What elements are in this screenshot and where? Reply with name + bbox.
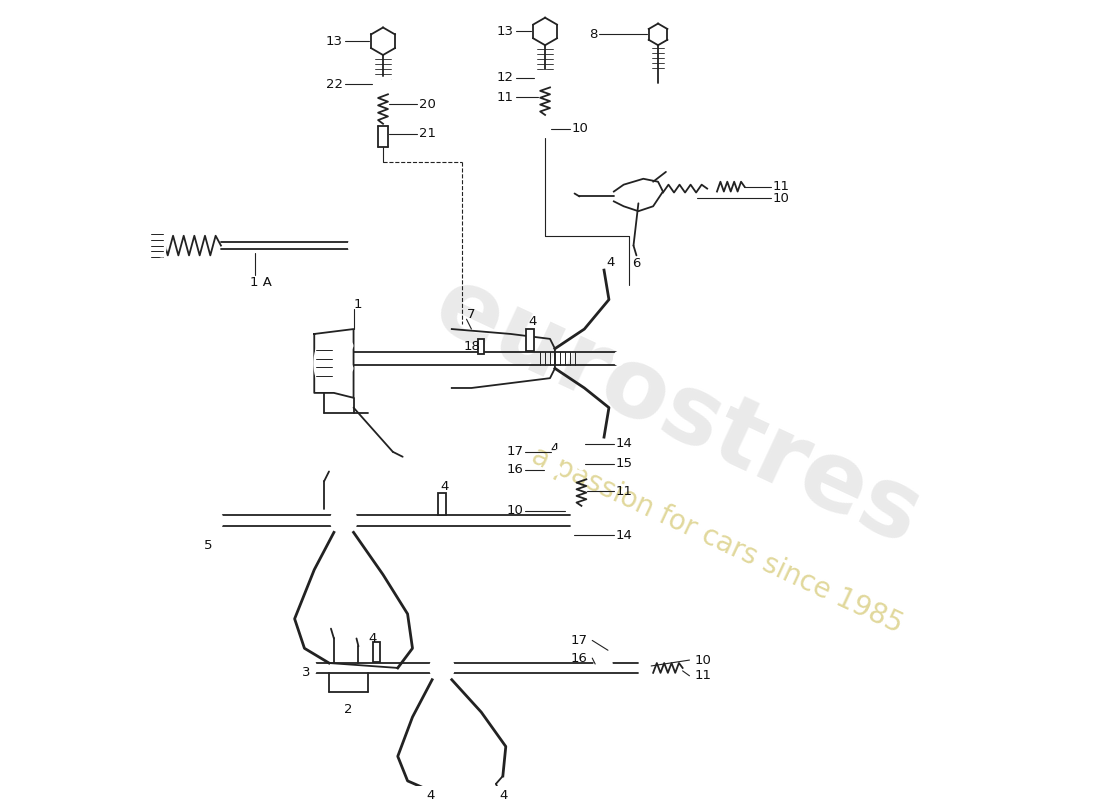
Text: 6: 6: [632, 257, 640, 270]
Text: 4: 4: [440, 480, 449, 493]
Circle shape: [436, 661, 449, 675]
Ellipse shape: [535, 70, 556, 85]
Ellipse shape: [148, 231, 166, 260]
Ellipse shape: [548, 466, 557, 473]
Text: 2: 2: [344, 702, 353, 716]
Text: 21: 21: [419, 127, 437, 140]
Bar: [438, 493, 446, 514]
Text: 11: 11: [616, 485, 632, 498]
Text: 10: 10: [507, 504, 524, 518]
Ellipse shape: [349, 237, 359, 254]
Text: 3: 3: [302, 666, 311, 679]
Text: 11: 11: [497, 90, 514, 104]
Text: 11: 11: [694, 670, 712, 682]
Text: 10: 10: [694, 654, 712, 666]
Text: 22: 22: [326, 78, 343, 91]
Ellipse shape: [344, 365, 353, 372]
Ellipse shape: [430, 654, 453, 682]
Text: 5: 5: [205, 538, 212, 552]
Ellipse shape: [372, 78, 394, 91]
Ellipse shape: [377, 81, 389, 88]
Text: 13: 13: [497, 25, 514, 38]
Text: 13: 13: [326, 34, 343, 48]
Bar: [373, 642, 381, 662]
Ellipse shape: [540, 120, 550, 138]
Ellipse shape: [551, 446, 569, 458]
Text: 20: 20: [419, 98, 437, 110]
Text: 14: 14: [616, 438, 632, 450]
Text: 7: 7: [466, 308, 475, 321]
Circle shape: [631, 190, 646, 203]
Ellipse shape: [315, 342, 334, 386]
Ellipse shape: [564, 504, 574, 518]
Text: 16: 16: [571, 652, 587, 665]
Text: 8: 8: [588, 28, 597, 41]
Text: a passion for cars since 1985: a passion for cars since 1985: [527, 442, 908, 638]
Ellipse shape: [302, 659, 316, 677]
Text: 15: 15: [616, 457, 632, 470]
Ellipse shape: [331, 506, 356, 535]
Ellipse shape: [206, 510, 223, 530]
Ellipse shape: [702, 182, 716, 191]
Circle shape: [336, 513, 352, 529]
Text: 16: 16: [507, 463, 524, 476]
Ellipse shape: [608, 644, 626, 656]
Text: 1 A: 1 A: [251, 276, 273, 290]
Ellipse shape: [344, 342, 353, 350]
Text: 10: 10: [773, 192, 790, 205]
Text: 17: 17: [506, 446, 524, 458]
Text: 4: 4: [368, 632, 376, 645]
Bar: [478, 339, 484, 354]
Text: 4: 4: [499, 789, 507, 800]
Ellipse shape: [556, 449, 564, 454]
Ellipse shape: [639, 663, 651, 673]
Bar: [527, 329, 535, 350]
Text: 11: 11: [773, 180, 790, 193]
Text: 4: 4: [426, 789, 434, 800]
Text: 18: 18: [463, 340, 481, 354]
Ellipse shape: [578, 437, 585, 451]
Text: 17: 17: [570, 634, 587, 647]
Text: 14: 14: [616, 529, 632, 542]
Ellipse shape: [158, 258, 166, 264]
Ellipse shape: [598, 661, 607, 667]
Text: eurostres: eurostres: [420, 259, 936, 566]
Ellipse shape: [613, 647, 621, 653]
Ellipse shape: [578, 458, 585, 470]
Ellipse shape: [614, 352, 624, 366]
Text: 4: 4: [606, 256, 615, 269]
Ellipse shape: [594, 658, 612, 670]
Text: 4: 4: [528, 314, 537, 328]
Ellipse shape: [540, 74, 550, 81]
Text: 12: 12: [497, 71, 514, 84]
Ellipse shape: [543, 464, 561, 475]
Ellipse shape: [565, 530, 573, 542]
Text: 10: 10: [572, 122, 588, 135]
Text: 4: 4: [550, 442, 559, 455]
Text: 1: 1: [353, 298, 362, 311]
